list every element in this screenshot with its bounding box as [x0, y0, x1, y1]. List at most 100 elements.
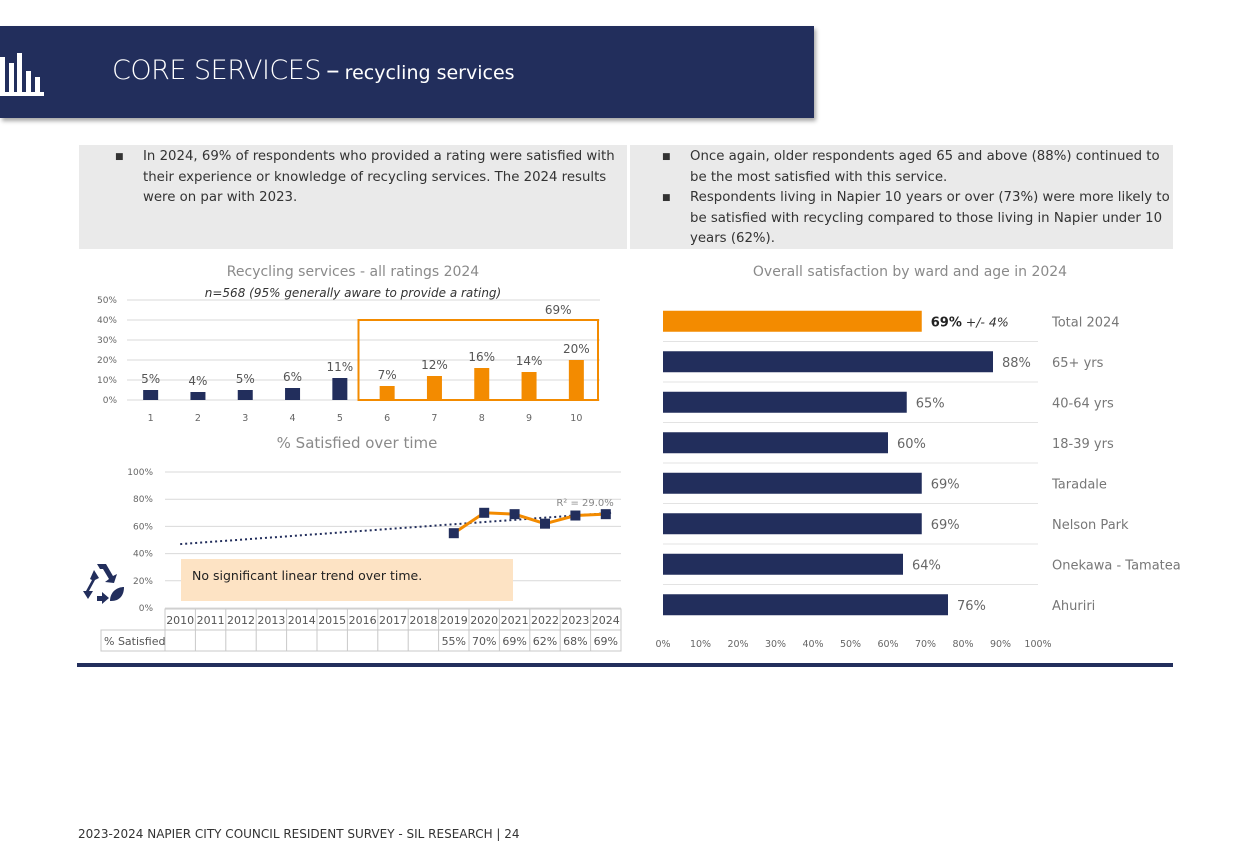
x-tick-label: 2020	[470, 614, 498, 627]
table-cell: 69%	[594, 635, 618, 648]
page-footer: 2023-2024 NAPIER CITY COUNCIL RESIDENT S…	[78, 827, 520, 841]
bullet-line: their experience or knowledge of recycli…	[143, 169, 607, 185]
data-label: 14%	[516, 354, 543, 368]
data-label: 76%	[957, 599, 986, 614]
x-tick-label: 4	[290, 413, 296, 424]
bullet-line: be satisfied with recycling compared to …	[690, 210, 1163, 226]
data-point	[448, 528, 459, 539]
x-tick-label: 2019	[440, 614, 468, 627]
bar	[663, 594, 948, 616]
bar	[568, 360, 584, 400]
highlight-box	[357, 319, 599, 401]
x-tick-label: 2018	[409, 614, 437, 627]
data-point	[570, 510, 581, 521]
y-tick-label: 60%	[133, 522, 153, 532]
bullet-line: In 2024, 69% of respondents who provided…	[143, 149, 615, 164]
bullet-line: be the most satisfied with this service.	[690, 169, 948, 185]
x-tick-label: 2015	[318, 614, 346, 627]
data-label: 5%	[141, 372, 160, 386]
x-tick-label: 80%	[952, 639, 973, 650]
bar	[332, 378, 348, 400]
page-title-sub: recycling services	[344, 62, 515, 84]
x-tick-label: 2011	[197, 614, 225, 627]
x-tick-label: 30%	[765, 639, 786, 650]
x-tick-label: 60%	[877, 639, 898, 650]
trendline	[180, 511, 612, 546]
y-tick-label: 80%	[133, 495, 153, 505]
x-tick-label: 2014	[288, 614, 316, 627]
data-label: 7%	[378, 368, 397, 382]
bar	[285, 388, 301, 400]
x-tick-label: 40%	[802, 639, 823, 650]
category-label: Nelson Park	[1052, 518, 1129, 533]
data-label: 6%	[283, 370, 302, 384]
bar	[663, 391, 907, 413]
bullet-line: were on par with 2023.	[143, 190, 298, 206]
table-row-label: % Satisfied	[104, 635, 165, 648]
x-tick-label: 8	[479, 413, 485, 424]
summary-box-left	[79, 145, 627, 249]
x-tick-label: 90%	[990, 639, 1011, 650]
category-label: Onekawa - Tamatea	[1052, 558, 1181, 573]
y-tick-label: 10%	[97, 376, 117, 386]
table-cell: 62%	[533, 635, 557, 648]
page-title-dash: –	[326, 55, 340, 86]
x-tick-label: 6	[384, 413, 390, 424]
summary-box-right	[630, 145, 1173, 249]
y-tick-label: 40%	[97, 316, 117, 326]
ratings-chart-title: Recycling services - all ratings 2024	[226, 264, 480, 280]
data-label: 88%	[1002, 356, 1031, 371]
x-tick-label: 7	[431, 413, 437, 424]
y-tick-label: 20%	[97, 356, 117, 366]
data-label: 5%	[236, 372, 255, 386]
category-label: Total 2024	[1051, 315, 1120, 330]
x-tick-label: 2024	[592, 614, 620, 627]
bar	[663, 472, 922, 494]
bar	[190, 392, 206, 400]
bar	[521, 372, 537, 400]
data-label: 64%	[912, 558, 941, 573]
summary-bullet-right-1: ■ Once again, older respondents aged 65 …	[662, 147, 1160, 188]
summary-bullet-right-2: ■ Respondents living in Napier 10 years …	[662, 188, 1170, 250]
summary-bullet-left-1: ■ In 2024, 69% of respondents who provid…	[115, 147, 615, 209]
bar	[663, 351, 993, 373]
table-cell: 55%	[442, 635, 466, 648]
data-point	[540, 518, 550, 529]
data-label: 20%	[563, 342, 590, 356]
y-tick-label: 50%	[97, 296, 117, 306]
data-label: 12%	[421, 358, 448, 372]
table-cell: 70%	[472, 635, 496, 648]
x-tick-label: 20%	[727, 639, 748, 650]
trend-note: No significant linear trend over time.	[181, 559, 513, 601]
x-tick-label: 2023	[561, 614, 589, 627]
x-tick-label: 2021	[501, 614, 529, 627]
data-label: 69%	[931, 518, 960, 533]
x-tick-label: 2016	[349, 614, 377, 627]
bar	[663, 553, 903, 575]
margin-of-error-label: +/- 4%	[966, 314, 1009, 329]
y-tick-label: 100%	[127, 468, 153, 478]
trendline-label: R² = 29.0%	[556, 498, 613, 509]
bullet-line: years (62%).	[690, 231, 775, 247]
bar-chart-icon	[0, 53, 44, 96]
data-point	[479, 507, 490, 518]
bar	[474, 368, 490, 400]
data-label: 65%	[916, 396, 945, 411]
x-tick-label: 2010	[166, 614, 194, 627]
bar	[426, 376, 442, 400]
ward-chart-title: Overall satisfaction by ward and age in …	[752, 264, 1068, 280]
x-tick-label: 1	[148, 413, 154, 424]
x-tick-label: 100%	[1024, 639, 1051, 650]
bar	[237, 390, 253, 400]
trend-chart-title: % Satisfied over time	[276, 434, 438, 452]
x-tick-label: 2	[195, 413, 201, 424]
highlight-label: 69%	[545, 303, 572, 317]
data-label: 69%	[931, 477, 960, 492]
series-line	[452, 511, 606, 535]
bullet-line: Respondents living in Napier 10 years or…	[690, 190, 1170, 205]
category-label: 18-39 yrs	[1052, 437, 1114, 452]
y-tick-label: 30%	[97, 336, 117, 346]
bottom-divider	[77, 663, 1173, 667]
ratings-chart-subtitle: n=568 (95% generally aware to provide a …	[204, 286, 502, 300]
